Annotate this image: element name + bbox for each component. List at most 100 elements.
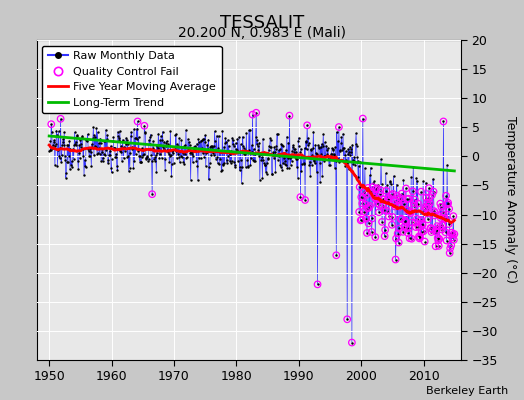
Point <box>83 136 91 142</box>
Point <box>176 159 184 166</box>
Point <box>280 155 288 161</box>
Point <box>351 154 359 161</box>
Point <box>232 146 241 152</box>
Point <box>226 160 235 166</box>
Point <box>62 174 70 181</box>
Point <box>367 229 376 235</box>
Point <box>392 181 401 188</box>
Point <box>174 143 182 149</box>
Point <box>436 215 445 221</box>
Point <box>222 156 231 163</box>
Point <box>363 230 371 236</box>
Point <box>249 157 257 163</box>
Point <box>442 192 450 199</box>
Point <box>219 162 227 168</box>
Point <box>372 186 380 192</box>
Point <box>360 189 368 195</box>
Point <box>170 144 179 150</box>
Point <box>277 140 286 147</box>
Point <box>388 214 397 220</box>
Point <box>421 204 430 210</box>
Point <box>261 162 269 168</box>
Point <box>379 196 387 202</box>
Point <box>190 146 199 152</box>
Point <box>331 165 339 171</box>
Point <box>405 225 413 231</box>
Point <box>397 216 405 222</box>
Point <box>305 162 313 169</box>
Point <box>274 131 282 137</box>
Point <box>132 135 140 142</box>
Point <box>46 138 54 145</box>
Point <box>319 143 327 149</box>
Point <box>129 144 137 151</box>
Point <box>53 132 61 138</box>
Point <box>274 157 282 163</box>
Point <box>79 146 88 152</box>
Point <box>350 158 358 164</box>
Point <box>400 223 409 230</box>
Point <box>225 158 234 165</box>
Point <box>419 178 428 185</box>
Point <box>394 230 402 237</box>
Point <box>421 238 429 245</box>
Point <box>363 205 372 211</box>
Point <box>303 122 311 128</box>
Point <box>285 112 293 119</box>
Point <box>362 192 370 198</box>
Point <box>102 127 110 133</box>
Point <box>341 163 350 169</box>
Point <box>276 146 284 152</box>
Point <box>47 121 56 127</box>
Point <box>162 140 170 146</box>
Point <box>405 225 413 231</box>
Point <box>329 146 337 153</box>
Point <box>99 158 107 164</box>
Point <box>418 220 427 227</box>
Point <box>357 194 365 200</box>
Point <box>447 242 455 248</box>
Point <box>410 200 418 206</box>
Point <box>432 228 440 235</box>
Point <box>235 167 244 174</box>
Point <box>436 200 444 207</box>
Point <box>248 112 257 118</box>
Point <box>267 137 275 143</box>
Point <box>103 136 111 142</box>
Point <box>160 138 168 145</box>
Point <box>424 185 433 191</box>
Point <box>278 167 287 173</box>
Point <box>379 196 388 203</box>
Point <box>131 135 139 142</box>
Point <box>45 148 53 154</box>
Point <box>240 151 248 158</box>
Point <box>185 138 193 145</box>
Point <box>303 122 311 128</box>
Point <box>253 141 261 147</box>
Point <box>450 231 458 237</box>
Point <box>250 151 259 158</box>
Point <box>193 162 202 169</box>
Point <box>280 161 289 168</box>
Point <box>412 224 420 230</box>
Point <box>223 137 232 143</box>
Point <box>247 154 255 161</box>
Point <box>433 234 442 241</box>
Point <box>157 133 165 139</box>
Point <box>361 201 369 208</box>
Point <box>110 145 118 151</box>
Point <box>151 152 160 158</box>
Text: Berkeley Earth: Berkeley Earth <box>426 386 508 396</box>
Point <box>431 243 440 250</box>
Point <box>379 196 387 202</box>
Point <box>350 160 358 167</box>
Point <box>423 216 432 223</box>
Point <box>362 192 370 198</box>
Point <box>243 148 251 155</box>
Point <box>225 148 233 154</box>
Point <box>66 166 74 173</box>
Point <box>343 316 352 322</box>
Point <box>93 151 101 157</box>
Point <box>402 225 411 232</box>
Point <box>94 140 103 146</box>
